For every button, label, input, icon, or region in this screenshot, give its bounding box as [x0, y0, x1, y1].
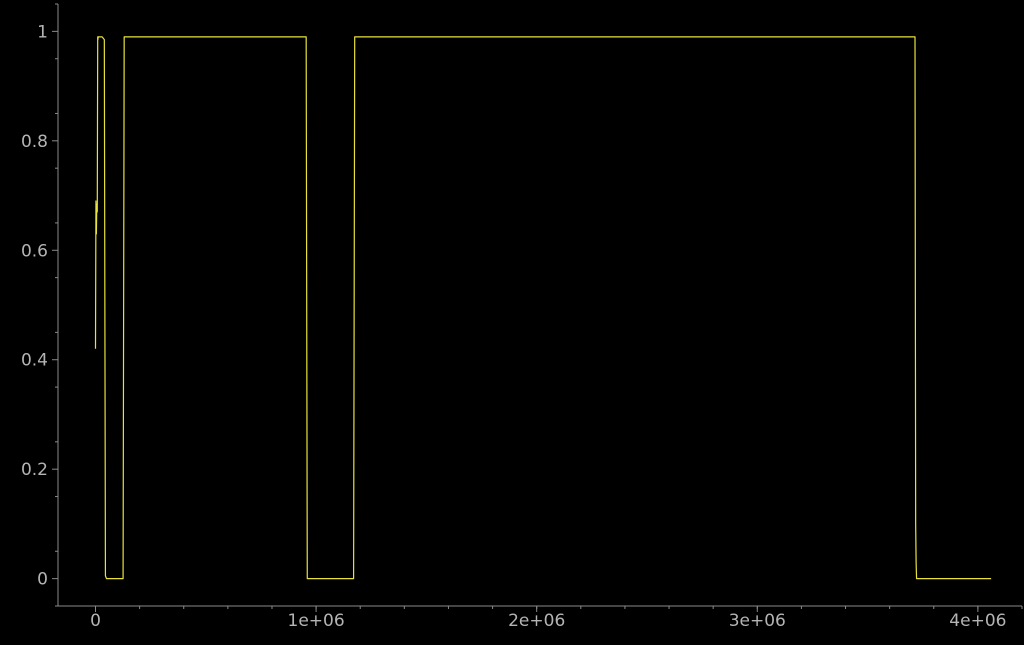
x-tick-label: 2e+06 — [508, 611, 565, 631]
plot-area — [94, 36, 992, 580]
x-tick-label: 0 — [90, 611, 101, 631]
ticks: 0 0.2 0.4 0.6 0.8 1 0 1e+06 2e+06 3e+06 4e+06 — [21, 3, 1023, 631]
x-tick-label: 3e+06 — [729, 611, 786, 631]
y-tick-label: 0.8 — [21, 132, 48, 152]
series-line — [94, 36, 992, 580]
y-tick-label: 0.2 — [21, 460, 48, 480]
axes — [57, 4, 1022, 607]
x-tick-label: 1e+06 — [288, 611, 345, 631]
x-tick-label: 4e+06 — [949, 611, 1006, 631]
y-tick-label: 0.4 — [21, 351, 48, 371]
y-tick-label: 1 — [37, 22, 48, 42]
y-tick-label: 0 — [37, 570, 48, 590]
y-tick-label: 0.6 — [21, 241, 48, 261]
